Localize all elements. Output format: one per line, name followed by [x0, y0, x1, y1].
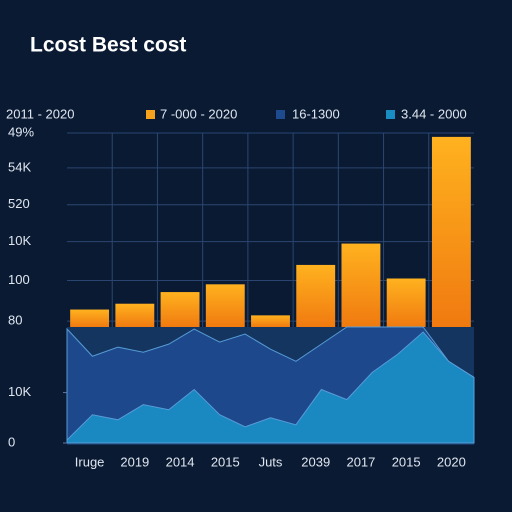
legend-swatch: [146, 110, 155, 119]
bar: [431, 136, 471, 327]
y-tick-label: 520: [8, 196, 30, 211]
x-tick-label: 2014: [166, 454, 195, 469]
chart-title: Lcost Best cost: [30, 34, 186, 57]
x-tick-label: 2039: [301, 454, 330, 469]
bar: [386, 278, 426, 327]
y-tick-label: 10K: [8, 233, 31, 248]
legend-label: 7 -000 - 2020: [160, 106, 237, 121]
area: [66, 331, 475, 444]
x-tick-label: 2019: [120, 454, 149, 469]
bar: [296, 264, 336, 327]
legend-swatch: [276, 110, 285, 119]
x-tick-label: 2015: [211, 454, 240, 469]
legend-swatch: [386, 110, 395, 119]
bar: [70, 309, 110, 327]
legend-label: 3.44 - 2000: [401, 106, 467, 121]
y-tick-label: 100: [8, 272, 30, 287]
bar: [115, 303, 155, 327]
x-tick-label: 2015: [392, 454, 421, 469]
legend-label: 16-1300: [292, 106, 340, 121]
y-tick-label: 80: [8, 313, 22, 328]
y-tick-label: 0: [8, 434, 15, 449]
bar: [160, 292, 200, 327]
y-tick-label: 54K: [8, 159, 31, 174]
x-tick-label: Juts: [259, 454, 283, 469]
bar: [251, 315, 290, 327]
x-tick-label: 2017: [346, 454, 375, 469]
x-tick-label: 2020: [437, 454, 466, 469]
bar: [341, 243, 381, 327]
x-tick-label: Iruge: [75, 454, 105, 469]
bar: [205, 284, 245, 327]
y-tick-label: 10K: [8, 384, 31, 399]
subtitle: 2011 - 2020: [6, 106, 74, 121]
y-tick-label: 49%: [8, 124, 34, 139]
